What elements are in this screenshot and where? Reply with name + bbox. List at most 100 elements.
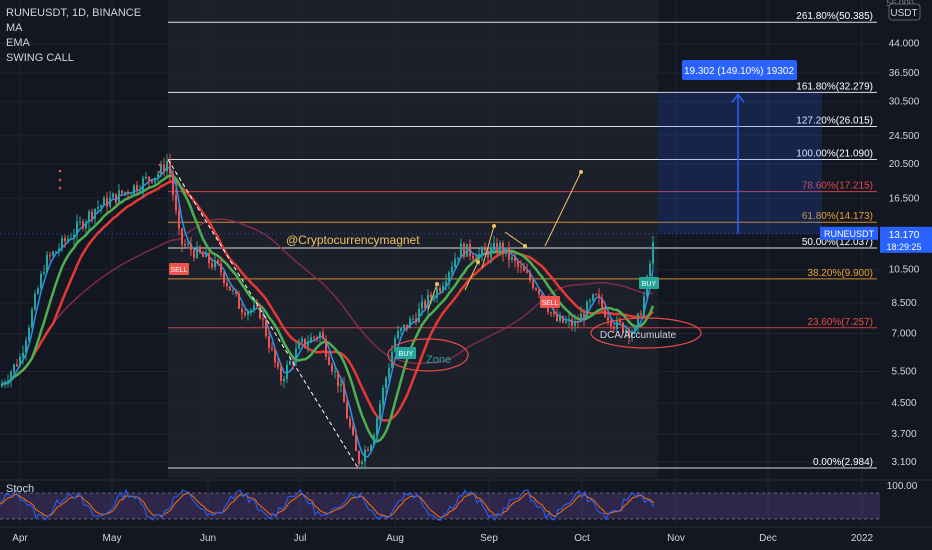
drawings <box>0 93 880 469</box>
candle-body <box>577 321 579 323</box>
candle-body <box>31 309 33 328</box>
candle-body <box>256 305 258 307</box>
drawing-range-shade <box>168 0 658 478</box>
ma-slow-line <box>1 180 654 422</box>
candle-body <box>7 381 9 384</box>
candle-body <box>238 293 240 309</box>
measure-box <box>658 92 822 234</box>
time-axis[interactable]: Apr May Jun Jul Aug Sep Oct Nov Dec 2022 <box>0 526 932 544</box>
candle-body <box>598 294 600 299</box>
candle-body <box>319 332 321 338</box>
candle-body <box>427 294 429 308</box>
candle-body <box>313 337 315 339</box>
candle-body <box>199 246 201 253</box>
candle-body <box>511 256 513 260</box>
candle-body <box>28 327 30 341</box>
time-tick: Aug <box>386 533 404 544</box>
fib-label: 38.20%(9.900) <box>807 268 873 279</box>
candle-body <box>364 449 366 462</box>
price-axis[interactable]: 56.000USDT44.00036.50030.50024.50020.500… <box>820 0 932 530</box>
projection-arrow <box>464 261 479 291</box>
candle-body <box>280 367 282 381</box>
arrow-head <box>435 282 439 286</box>
candle-body <box>592 294 594 301</box>
candle-body <box>328 356 330 365</box>
candle-body <box>61 237 63 249</box>
time-tick: May <box>103 533 122 544</box>
candle-body <box>226 282 228 287</box>
symbol-title[interactable]: RUNEUSDT, 1D, BINANCE <box>6 7 142 19</box>
candle-body <box>586 301 588 319</box>
zone-ellipse <box>387 338 469 372</box>
indicator-ema[interactable]: EMA <box>6 37 30 49</box>
candle-body <box>475 258 477 260</box>
candle-body <box>394 338 396 352</box>
candle-body <box>262 318 264 320</box>
candle-body <box>40 273 42 289</box>
candle-body <box>508 247 510 260</box>
sell-tag-text: SELL <box>170 267 187 274</box>
candle-body <box>190 243 192 251</box>
projection-arrow <box>544 171 582 247</box>
price-tick: 10.500 <box>889 265 920 276</box>
price-tick: 8.500 <box>891 298 916 309</box>
candle-body <box>418 308 420 323</box>
candle-body <box>202 252 204 257</box>
candle-body <box>613 326 615 329</box>
candle-body <box>100 205 102 208</box>
candle-body <box>283 378 285 381</box>
candle-body <box>331 364 333 372</box>
candle-body <box>112 193 114 198</box>
candle-body <box>628 329 630 337</box>
candle-body <box>67 238 69 242</box>
candle-body <box>622 322 624 333</box>
candle-body <box>463 243 465 257</box>
candle-body <box>523 267 525 272</box>
candle-body <box>316 337 318 339</box>
fib-label: 100.00%(21.090) <box>796 149 873 160</box>
candle-body <box>355 434 357 452</box>
fib-label: 161.80%(32.279) <box>796 81 873 92</box>
candle-body <box>532 280 534 289</box>
candle-body <box>97 207 99 209</box>
candle-body <box>505 247 507 255</box>
price-tick: 16.500 <box>889 193 920 204</box>
candle-body <box>481 248 483 254</box>
candle-body <box>172 173 174 196</box>
signal-dot <box>158 163 162 167</box>
time-tick: Nov <box>667 533 685 544</box>
sell-tag-box <box>169 263 189 275</box>
arrow-head <box>476 260 480 264</box>
time-tick: Sep <box>480 533 498 544</box>
candle-body <box>391 351 393 368</box>
arrow-head <box>492 224 496 228</box>
candle-body <box>571 319 573 327</box>
candle-body <box>232 290 234 292</box>
candle-body <box>19 356 21 366</box>
price-tick: 30.500 <box>889 96 920 107</box>
candle-body <box>568 319 570 321</box>
candle-body <box>235 290 237 294</box>
candle-body <box>595 294 597 296</box>
candle-body <box>553 312 555 314</box>
indicator-swing-call[interactable]: SWING CALL <box>6 52 74 64</box>
candle-body <box>610 320 612 327</box>
candle-body <box>268 336 270 348</box>
candle-body <box>541 294 543 297</box>
time-tick: 2022 <box>851 533 874 544</box>
candle-body <box>334 370 336 372</box>
sell-tag-text: SELL <box>541 300 558 307</box>
candle-body <box>298 341 300 349</box>
candle-body <box>73 234 75 239</box>
candle-body <box>253 305 255 310</box>
candle-body <box>484 248 486 251</box>
candle-body <box>115 193 117 203</box>
price-tick: 36.500 <box>889 68 920 79</box>
candle-body <box>163 164 165 172</box>
candle-body <box>37 288 39 294</box>
signal-dot <box>58 169 62 173</box>
candle-body <box>640 313 642 316</box>
indicator-ma[interactable]: MA <box>6 22 23 34</box>
candle-body <box>127 191 129 194</box>
